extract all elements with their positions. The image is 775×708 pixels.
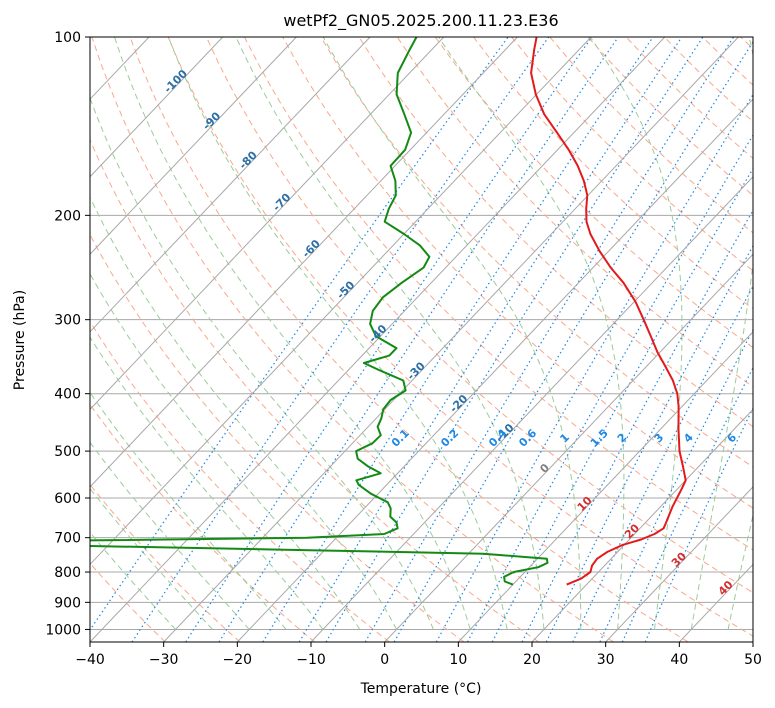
y-tick-label: 100 bbox=[54, 30, 81, 46]
dry-adiabat bbox=[244, 37, 753, 551]
y-tick-label: 800 bbox=[54, 565, 81, 581]
isotherm bbox=[310, 176, 753, 642]
mixing-ratio-line bbox=[435, 93, 753, 642]
x-tick-label: 50 bbox=[744, 652, 762, 668]
y-tick-label: 1000 bbox=[45, 622, 81, 638]
y-tick-label: 900 bbox=[54, 595, 81, 611]
mixing-ratio-line bbox=[644, 406, 753, 642]
mixing-ratio-line bbox=[218, 37, 619, 642]
moist-adiabats bbox=[90, 37, 753, 630]
isotherm bbox=[531, 408, 753, 642]
isotherm bbox=[163, 37, 739, 642]
isotherm bbox=[90, 37, 371, 333]
x-tick-label: −10 bbox=[296, 652, 326, 668]
isotherm bbox=[384, 253, 753, 642]
dry-adiabat bbox=[90, 138, 540, 642]
mixing-ratio-line bbox=[131, 37, 550, 642]
mixing-ratio-line bbox=[621, 366, 753, 642]
mixing-ratio-line bbox=[90, 37, 509, 631]
y-tick-label: 700 bbox=[54, 531, 81, 547]
moist-adiabat bbox=[322, 37, 582, 630]
mixing-ratio-line bbox=[466, 134, 753, 642]
isotherm bbox=[90, 37, 666, 642]
moist-adiabat bbox=[90, 391, 287, 630]
dry-adiabat bbox=[90, 403, 316, 642]
mixing-ratio-line bbox=[364, 37, 735, 642]
moist-adiabat bbox=[90, 441, 250, 630]
moist-adiabat bbox=[589, 37, 683, 630]
x-axis-label: Temperature (°C) bbox=[360, 681, 482, 697]
x-tick-label: 0 bbox=[380, 652, 389, 668]
isotherm bbox=[90, 37, 445, 411]
mixing-ratio-line bbox=[298, 37, 683, 642]
y-tick-label: 200 bbox=[54, 208, 81, 224]
moist-adiabat bbox=[235, 37, 545, 630]
isotherm bbox=[90, 37, 224, 178]
x-tick-label: −40 bbox=[75, 652, 105, 668]
moist-adiabat bbox=[90, 96, 434, 630]
x-tick-label: −20 bbox=[223, 652, 253, 668]
y-tick-label: 600 bbox=[54, 491, 81, 507]
x-tick-label: 30 bbox=[597, 652, 615, 668]
y-tick-label: 300 bbox=[54, 313, 81, 329]
dry-adiabats bbox=[90, 37, 753, 642]
dewpoint-profile-line bbox=[90, 37, 549, 586]
temperature-profile-line bbox=[530, 37, 687, 586]
dry-adiabat bbox=[473, 37, 753, 310]
x-tick-label: 40 bbox=[670, 652, 688, 668]
dry-adiabat bbox=[91, 37, 614, 642]
dry-adiabat bbox=[167, 37, 753, 637]
moist-adiabat bbox=[690, 37, 753, 630]
isotherm bbox=[90, 37, 592, 566]
isotherm bbox=[457, 331, 753, 642]
dry-adiabat bbox=[282, 37, 753, 509]
moist-adiabat bbox=[90, 196, 398, 630]
dry-adiabat bbox=[90, 483, 241, 642]
moist-adiabat bbox=[727, 513, 753, 630]
y-tick-label: 500 bbox=[54, 444, 81, 460]
moist-adiabat bbox=[90, 336, 324, 630]
isotherm bbox=[236, 98, 753, 642]
mixing-ratio-line bbox=[185, 37, 593, 642]
x-tick-label: −30 bbox=[149, 652, 179, 668]
mixing-ratio-line bbox=[491, 167, 753, 642]
isotherm bbox=[605, 486, 753, 642]
moist-adiabat bbox=[438, 37, 625, 630]
x-tick-label: 10 bbox=[449, 652, 467, 668]
y-tick-label: 400 bbox=[54, 387, 81, 403]
isotherms bbox=[90, 37, 753, 642]
sounding-profiles bbox=[90, 37, 687, 586]
dry-adiabat bbox=[90, 320, 390, 642]
moist-adiabat bbox=[90, 272, 361, 630]
plot-frame bbox=[89, 36, 754, 643]
chart-title: wetPf2_GN05.2025.200.11.23.E36 bbox=[283, 11, 558, 31]
moist-adiabat bbox=[167, 37, 508, 630]
isotherm bbox=[90, 37, 297, 256]
isotherm bbox=[90, 37, 518, 488]
dry-adiabat bbox=[90, 233, 465, 642]
y-axis-label: Pressure (hPa) bbox=[12, 290, 28, 390]
mixing-ratio-line bbox=[572, 285, 753, 642]
mixing-ratio-lines bbox=[90, 37, 753, 642]
mixing-ratio-line bbox=[325, 37, 704, 642]
mixing-ratio-line bbox=[599, 328, 753, 642]
x-tick-label: 20 bbox=[523, 652, 541, 668]
